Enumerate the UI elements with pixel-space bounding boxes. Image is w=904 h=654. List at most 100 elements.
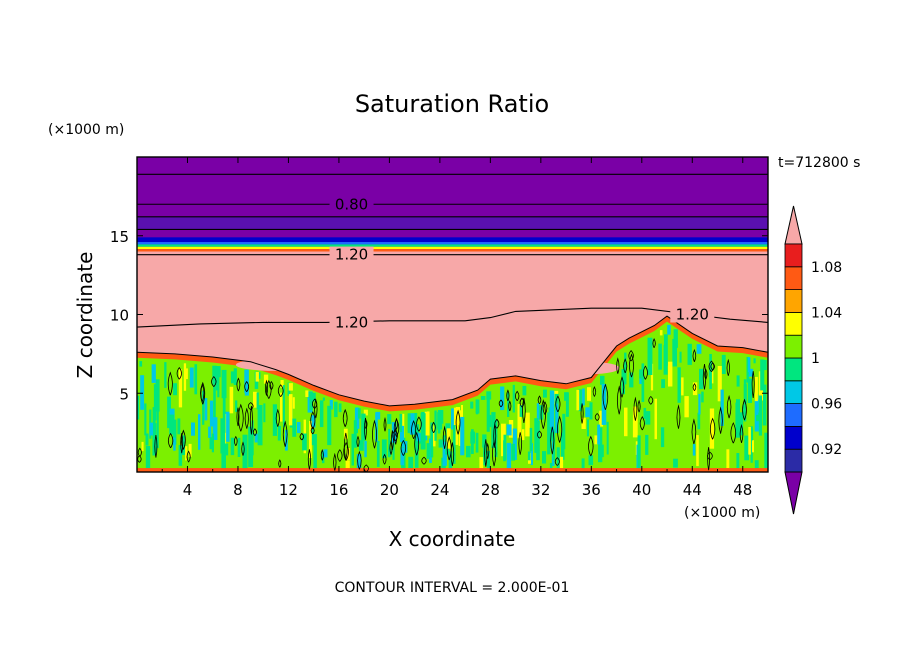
contour-fragment (751, 371, 755, 398)
contour-fragment (707, 451, 713, 461)
convective-streak (358, 440, 364, 451)
contour-fragment (498, 399, 504, 408)
x-tick-label: 40 (632, 481, 651, 499)
x-tick-label: 48 (733, 481, 752, 499)
contour-fragment (628, 349, 634, 362)
contour-fragment (707, 447, 710, 471)
convective-streak (639, 369, 644, 379)
contour-label-bg (329, 246, 374, 263)
contour-fragment (238, 403, 244, 432)
y-tick-label: 10 (110, 307, 129, 325)
contour-fragment (314, 398, 318, 419)
contour-fragment (739, 424, 744, 444)
convective-streak (522, 429, 525, 441)
convective-streak (178, 369, 183, 408)
contour-fragment (181, 429, 186, 450)
convective-streak (221, 369, 227, 399)
colorbar-bin (784, 380, 803, 404)
contour-fragment (652, 338, 656, 348)
convective-streak (204, 398, 208, 421)
convective-streak (334, 401, 338, 418)
convective-streak (585, 407, 590, 418)
convective-streak (587, 387, 591, 401)
convective-streak (177, 418, 181, 435)
contour-fragment (639, 416, 645, 431)
x-tick-label: 24 (430, 481, 449, 499)
convective-streak (338, 403, 342, 413)
convective-streak (696, 435, 699, 467)
x-tick-label: 8 (233, 481, 243, 499)
convective-streak (629, 372, 634, 388)
contour-fragment (518, 432, 523, 455)
x-tick-label: 16 (329, 481, 348, 499)
convective-streak (746, 356, 750, 383)
convective-streak (433, 425, 436, 447)
colorbar-bin (784, 357, 803, 382)
convective-streak (480, 396, 486, 400)
contour-fragment (333, 452, 337, 471)
convective-streak (586, 419, 589, 437)
convective-streak (562, 413, 566, 450)
convective-streak (305, 390, 309, 397)
convective-streak (191, 422, 195, 436)
contour-label: 1.20 (335, 246, 368, 264)
contour-fragment (522, 397, 526, 423)
contour-fragment (400, 439, 407, 456)
convective-streak (198, 414, 201, 450)
contour-fragment (554, 457, 560, 466)
convective-streak (211, 433, 214, 453)
convective-streak (755, 394, 759, 415)
convective-streak (225, 411, 230, 442)
convective-streak (668, 361, 673, 387)
convective-streak (155, 379, 160, 412)
convective-streak (667, 324, 671, 335)
convective-streak (253, 391, 258, 408)
convective-streak (762, 360, 767, 371)
x-axis-label: X coordinate (389, 527, 516, 551)
convective-streak (589, 402, 593, 420)
convective-streak (744, 435, 749, 461)
contour-fragment (602, 383, 609, 410)
convective-streak (209, 437, 213, 450)
contour-fragment (676, 404, 681, 429)
convective-streak (145, 446, 151, 469)
convective-streak (185, 368, 188, 380)
convective-streak (153, 384, 157, 421)
convective-streak (491, 412, 496, 448)
contour-fragment (264, 379, 269, 396)
convective-streak (663, 345, 668, 375)
contour-label-bg (329, 196, 374, 213)
y-axis-label: Z coordinate (73, 252, 97, 379)
contour-fragment (200, 381, 206, 405)
convective-streak (420, 413, 426, 450)
convective-streak (479, 457, 484, 471)
convective-streak (588, 455, 594, 466)
convective-streak (726, 449, 730, 472)
convective-streak (658, 343, 662, 370)
convective-streak (760, 359, 765, 391)
contour-label: 0.80 (335, 195, 368, 213)
convective-streak (235, 400, 238, 412)
convective-streak (254, 433, 259, 443)
contour-fragment (176, 366, 182, 380)
contour-fragment (249, 406, 253, 435)
x-tick-label: 32 (531, 481, 550, 499)
contour-fragment (616, 385, 622, 415)
convective-streak (756, 412, 761, 422)
colorbar-label: 1.04 (811, 305, 842, 321)
transition-band (137, 242, 768, 245)
contour-fragment (494, 418, 500, 429)
contour-fragment (241, 441, 245, 456)
convective-streak (213, 385, 216, 427)
contour-fragment (390, 430, 394, 451)
convective-streak (438, 410, 444, 424)
convective-streak (522, 385, 527, 396)
x-unit-label: (×1000 m) (684, 505, 760, 521)
contour-fragment (555, 395, 561, 413)
convective-streak (292, 418, 297, 437)
convective-streak (549, 462, 553, 472)
contour-fragment (186, 450, 191, 463)
convective-streak (173, 437, 176, 451)
convective-streak (251, 420, 254, 456)
contour-fragment (364, 419, 368, 429)
